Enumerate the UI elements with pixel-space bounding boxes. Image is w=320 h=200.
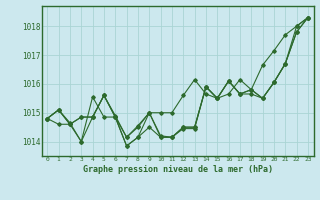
X-axis label: Graphe pression niveau de la mer (hPa): Graphe pression niveau de la mer (hPa) [83,165,273,174]
